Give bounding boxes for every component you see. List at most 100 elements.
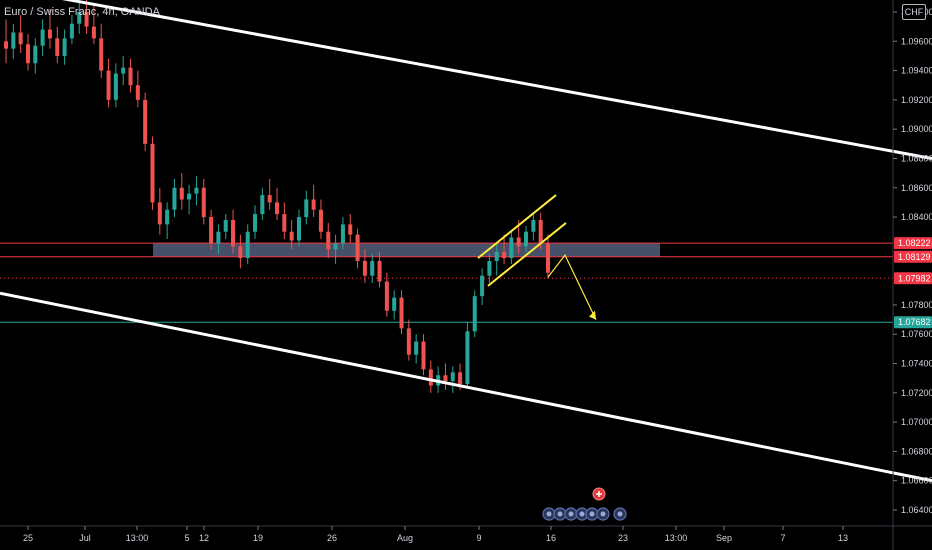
candle-body <box>40 29 45 46</box>
x-tick-label: Sep <box>716 533 732 543</box>
candle-body <box>311 199 316 210</box>
x-tick-label: 9 <box>476 533 481 543</box>
candle-body <box>157 202 162 225</box>
x-tick-label: 25 <box>23 533 33 543</box>
candle-body <box>69 23 74 39</box>
candle-body <box>179 187 184 200</box>
channel-line[interactable] <box>0 291 932 483</box>
candle-body <box>458 372 463 385</box>
y-tick-label: 1.08400 <box>901 212 932 222</box>
candle-body <box>304 199 309 218</box>
candle-body <box>465 331 470 385</box>
price-level-label: 1.08222 <box>898 238 931 248</box>
candle-body <box>355 234 360 261</box>
candle-body <box>143 99 148 144</box>
candle-body <box>531 219 536 232</box>
candle-body <box>11 32 16 49</box>
y-tick-label: 1.09600 <box>901 36 932 46</box>
price-level-badge[interactable] <box>894 316 932 329</box>
projection-path[interactable] <box>547 254 597 320</box>
projection-arrowhead[interactable] <box>589 310 596 320</box>
y-tick-label: 1.08800 <box>901 153 932 163</box>
candle-body <box>231 219 236 247</box>
candle-body <box>128 67 133 86</box>
price-level-badge[interactable] <box>894 250 932 263</box>
candle-body <box>18 32 23 45</box>
y-tick-label: 1.07000 <box>901 417 932 427</box>
candle-body <box>47 29 52 39</box>
candle-body <box>238 246 243 259</box>
candle-body <box>209 217 214 244</box>
y-tick-label: 1.06800 <box>901 446 932 456</box>
x-tick-label: 13:00 <box>665 533 688 543</box>
x-tick-label: 12 <box>199 533 209 543</box>
candle-body <box>165 209 170 225</box>
flag-line[interactable] <box>487 222 567 287</box>
price-level-label: 1.07982 <box>898 273 931 283</box>
candle-body <box>3 41 9 49</box>
candle-body <box>121 67 126 74</box>
y-tick-label: 1.06600 <box>901 476 932 486</box>
event-flag-dot <box>557 511 563 517</box>
x-tick-label: 13:00 <box>126 533 149 543</box>
candle-body <box>545 243 551 273</box>
candle-body <box>55 38 60 56</box>
projection-arrow[interactable] <box>547 254 597 320</box>
x-tick-label: 5 <box>184 533 189 543</box>
candle-body <box>472 296 477 332</box>
candle-body <box>509 237 514 259</box>
x-tick-label: 16 <box>546 533 556 543</box>
x-tick-label: Aug <box>397 533 413 543</box>
candle-body <box>62 38 67 56</box>
y-tick-label: 1.07800 <box>901 300 932 310</box>
candle-body <box>377 261 382 282</box>
support-resistance-zone <box>153 243 660 257</box>
candle-body <box>443 375 448 382</box>
price-level-lines <box>0 242 893 323</box>
flag-line[interactable] <box>477 194 557 259</box>
candle-body <box>33 45 38 64</box>
y-tick-label: 1.09400 <box>901 66 932 76</box>
candle-body <box>289 231 294 241</box>
candle-body <box>113 73 118 100</box>
channel-line[interactable] <box>0 0 932 160</box>
currency-badge[interactable]: CHF <box>902 4 926 20</box>
y-tick-label: 1.07200 <box>901 388 932 398</box>
candle-body <box>326 231 331 250</box>
candle-body <box>333 243 338 250</box>
candle-body <box>150 143 155 203</box>
price-level-label: 1.07682 <box>898 317 931 327</box>
candle-body <box>260 195 265 215</box>
price-level-badge[interactable] <box>894 272 932 285</box>
candle-body <box>216 231 221 244</box>
y-tick-label: 1.06400 <box>901 505 932 515</box>
candle-body <box>516 237 521 247</box>
candle-body <box>245 231 250 259</box>
candle-body <box>274 202 280 215</box>
trend-lines[interactable] <box>0 0 932 483</box>
candle-body <box>135 85 140 100</box>
time-axis[interactable]: 25 Jul 13:00 5 12 19 26 Aug 9 16 23 13:00 Sep 7 13 <box>0 525 932 543</box>
candle-body <box>77 12 82 24</box>
candle-body <box>201 187 206 218</box>
candle-body <box>106 70 111 100</box>
candle-body <box>370 261 375 276</box>
economic-events[interactable] <box>542 487 627 521</box>
x-tick-label: Jul <box>79 533 91 543</box>
x-tick-label: 19 <box>253 533 263 543</box>
candle-body <box>267 195 272 203</box>
candle-body <box>538 219 543 244</box>
event-flag-dot <box>600 511 606 517</box>
candle-body <box>84 12 89 27</box>
candle-body <box>25 44 30 64</box>
candle-body <box>91 26 96 39</box>
candle-body <box>524 231 529 247</box>
demand-zone-rect[interactable] <box>153 243 660 257</box>
price-level-badge[interactable] <box>894 237 932 250</box>
x-tick-label: 23 <box>618 533 628 543</box>
candle-body <box>172 187 177 210</box>
candle-body <box>480 275 485 297</box>
candle-body <box>318 209 323 232</box>
